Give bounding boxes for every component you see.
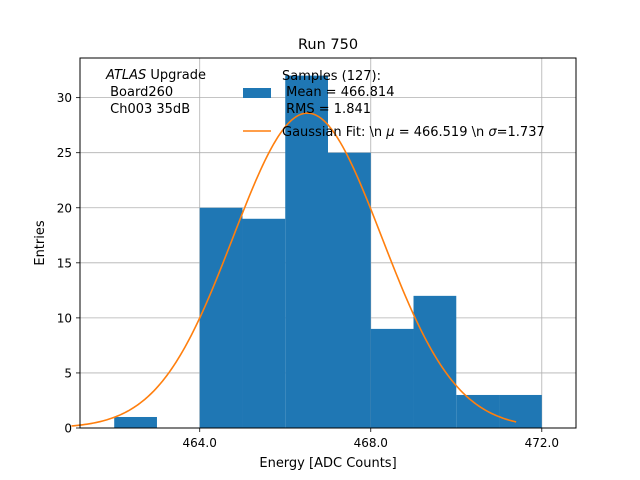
legend-samples-line1: Samples (127):: [282, 69, 381, 84]
legend-fit-middle: = 466.519 \n: [395, 125, 489, 140]
y-tick-label-4: 20: [57, 201, 72, 215]
axis-ticks: 464.0 468.0 472.0 0 5 10 15 20 25 30: [57, 91, 559, 450]
legend-fit-mu: μ: [385, 125, 394, 140]
atlas-annotation: ATLAS Upgrade Board260 Ch003 35dB: [105, 68, 206, 117]
legend: Samples (127): Mean = 466.814 RMS = 1.84…: [243, 69, 545, 140]
y-tick-label-0: 0: [64, 422, 72, 436]
histogram-bars: [114, 75, 542, 428]
chart-title: Run 750: [298, 37, 358, 53]
x-axis-label: Energy [ADC Counts]: [259, 456, 396, 471]
annotation-line1: ATLAS Upgrade: [105, 68, 206, 83]
histogram-bar-2: [199, 207, 243, 428]
x-tick-label-1: 468.0: [354, 436, 388, 450]
x-tick-label-0: 464.0: [183, 436, 217, 450]
atlas-label: ATLAS: [105, 68, 146, 83]
annotation-line3: Ch003 35dB: [106, 102, 190, 117]
histogram-bar-4: [285, 75, 328, 428]
histogram-bar-5: [328, 152, 371, 428]
histogram-bar-3: [242, 218, 286, 428]
x-tick-label-2: 472.0: [525, 436, 559, 450]
legend-samples-line2: Mean = 466.814: [282, 85, 394, 100]
legend-fit-label: Gaussian Fit: \n μ = 466.519 \n σ=1.737: [282, 125, 545, 140]
annotation-line2: Board260: [106, 85, 173, 100]
y-tick-label-6: 30: [57, 91, 72, 105]
y-axis-label: Entries: [33, 220, 48, 266]
histogram-bar-9: [499, 394, 542, 428]
legend-samples-line3: RMS = 1.841: [282, 102, 371, 117]
y-tick-label-2: 10: [57, 311, 72, 325]
axes-frame: [79, 57, 577, 429]
legend-fit-prefix: Gaussian Fit: \n: [282, 125, 386, 140]
histogram-bar-0: [114, 416, 157, 428]
histogram-bar-8: [456, 394, 500, 428]
y-tick-label-1: 5: [64, 366, 72, 380]
upgrade-label: Upgrade: [146, 68, 206, 83]
gaussian-fit-curve: [71, 112, 517, 427]
legend-swatch-samples: [243, 88, 271, 98]
legend-fit-sigma: σ: [488, 125, 497, 140]
histogram-bar-7: [413, 295, 457, 428]
histogram-bar-6: [370, 328, 414, 428]
legend-fit-suffix: =1.737: [497, 125, 545, 140]
y-tick-label-3: 15: [57, 256, 72, 270]
y-tick-label-5: 25: [57, 146, 72, 160]
